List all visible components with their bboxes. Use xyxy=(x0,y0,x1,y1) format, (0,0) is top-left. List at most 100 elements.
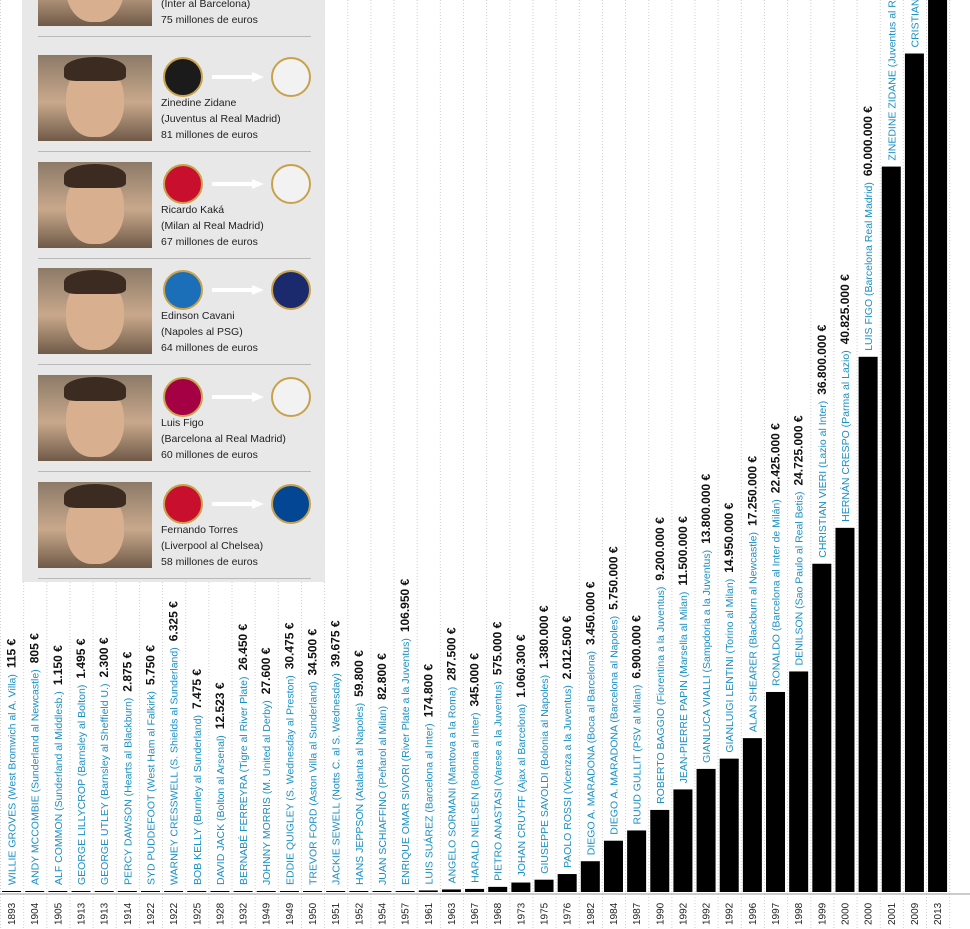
bar xyxy=(48,891,68,892)
fee-value-label: 6.900.000 € xyxy=(630,615,644,679)
year-label: 2013 xyxy=(933,902,944,925)
fee-value-label: 12.523 € xyxy=(213,682,227,729)
transfer-route: (Liverpool al Chelsea) xyxy=(161,540,264,552)
fee-value-label: 575.000 € xyxy=(491,621,505,675)
fee-value-label: 36.800.000 € xyxy=(815,324,829,394)
fee-value-label: 39.675 € xyxy=(329,620,343,667)
bar-label: ALF COMMON (Sunderland al Middlesb.) 1.15… xyxy=(51,645,65,885)
fee-value-label: 5.750.000 € xyxy=(606,546,620,610)
destination-club-crest-icon xyxy=(271,57,311,97)
year-label: 1950 xyxy=(308,902,319,925)
transfer-route: (Inter al Barcelona) xyxy=(161,0,251,10)
bar xyxy=(94,891,114,892)
fee-value-label: 7.475 € xyxy=(190,669,204,709)
player-transfer-label: ALF COMMON (Sunderland al Middlesb.) xyxy=(53,691,65,885)
player-transfer-label: HERNÁN CRESPO (Parma al Lazio) xyxy=(839,350,852,522)
fee-value-label: 27.600 € xyxy=(259,647,273,694)
player-transfer-label: JOHNNY MORRIS (M. United al Derby) xyxy=(261,700,273,885)
player-transfer-label: PAOLO ROSSI (Vicenza a la Juventus) xyxy=(562,685,574,868)
origin-club-crest-icon xyxy=(163,270,203,310)
bar-label: WILLIE GROVES (West Bromwich al A. Villa… xyxy=(5,638,19,885)
player-transfer-label: GEORGE UTLEY (Barnsley al Sheffield U.) xyxy=(99,683,111,885)
year-label: 1997 xyxy=(771,902,782,925)
year-label: 1990 xyxy=(655,902,666,925)
fee-value-label: 5.750 € xyxy=(143,645,157,685)
bar-label: GEORGE UTLEY (Barnsley al Sheffield U.) 2… xyxy=(97,637,111,885)
year-label: 1951 xyxy=(331,902,342,925)
fee-value-label: 1.150 € xyxy=(51,645,65,685)
year-label: 1963 xyxy=(447,902,458,925)
player-name: Ricardo Kaká xyxy=(161,204,225,216)
fee-value-label: 34.500 € xyxy=(306,628,320,675)
origin-club-crest-icon xyxy=(163,484,203,524)
player-transfer-label: ALAN SHEARER (Blackburn al Newcastle) xyxy=(747,532,759,732)
player-transfer-label: LUIS FIGO (Barcelona Real Madrid) xyxy=(863,182,875,351)
player-name: Fernando Torres xyxy=(161,524,238,536)
bar xyxy=(928,0,948,893)
destination-club-crest-icon xyxy=(271,270,311,310)
fee-value-label: 30.475 € xyxy=(282,622,296,669)
year-label: 1961 xyxy=(424,902,435,925)
bar xyxy=(326,891,346,892)
fee-value-label: 2.012.500 € xyxy=(560,615,574,679)
year-label: 1982 xyxy=(586,902,597,925)
origin-club-crest-icon xyxy=(163,57,203,97)
fee-value-label: 1.380.000 € xyxy=(537,605,551,669)
player-transfer-label: RUUD GULLIT (PSV al Milan) xyxy=(632,685,644,825)
bar xyxy=(580,861,600,892)
bar xyxy=(465,888,485,892)
bar-label: GIANLUCA VIALLI (Sampdoria a la Juventus… xyxy=(699,473,713,762)
bar xyxy=(256,891,276,892)
player-transfer-label: WILLIE GROVES (West Bromwich al A. Villa… xyxy=(7,674,19,885)
year-label: 1922 xyxy=(169,902,180,925)
bar xyxy=(812,563,832,892)
bar-label: RUUD GULLIT (PSV al Milan) 6.900.000 € xyxy=(630,615,644,825)
fee-value-label: 40.825.000 € xyxy=(838,274,852,344)
bar-label: DIEGO A. MARADONA (Barcelona al Napoles)… xyxy=(606,546,620,835)
transfer-card: Fernando Torres (Liverpool al Chelsea) 58 … xyxy=(22,472,325,579)
player-photo xyxy=(38,268,152,354)
card-divider xyxy=(38,151,311,152)
destination-club-crest-icon xyxy=(271,377,311,417)
player-name: Zinedine Zidane xyxy=(161,97,237,109)
transfer-route: (Juventus al Real Madrid) xyxy=(161,113,281,125)
card-divider xyxy=(38,578,311,579)
year-label: 1967 xyxy=(470,902,481,925)
bar-label: DAVID JACK (Bolton al Arsenal) 12.523 € xyxy=(213,682,227,885)
fee-value-label: 22.425.000 € xyxy=(769,423,783,493)
year-label: 1996 xyxy=(748,902,759,925)
player-transfer-label: HANS JEPPSON (Atalanta al Napoles) xyxy=(354,703,366,885)
year-label: 1932 xyxy=(239,902,250,925)
bar-label: GEORGE LILLYCROP (Barnsley al Bolton) 1.4… xyxy=(74,638,88,885)
player-transfer-label: DENILSON (Sao Paulo al Real Betis) xyxy=(794,492,806,666)
bar-label: DENILSON (Sao Paulo al Real Betis) 24.725… xyxy=(792,415,806,665)
year-label: 1904 xyxy=(30,902,41,925)
transfer-card: Zinedine Zidane (Juventus al Real Madrid)… xyxy=(22,45,325,152)
player-transfer-label: PIETRO ANASTASI (Varese a la Juventus) xyxy=(493,681,505,881)
year-label: 1913 xyxy=(77,902,88,925)
player-transfer-label: GIANLUIGI LENTINI (Torino al Milan) xyxy=(724,579,736,753)
bar xyxy=(210,891,230,892)
year-label: 1954 xyxy=(377,902,388,925)
fee-value-label: 24.725.000 € xyxy=(792,415,806,485)
year-label: 1952 xyxy=(354,902,365,925)
bar-label: JUAN SCHIAFFINO (Peñarol al Milan) 82.800… xyxy=(375,653,389,885)
bar-label: SYD PUDDEFOOT (West Ham al Falkirk) 5.750… xyxy=(143,645,157,885)
transfer-fee: 64 millones de euros xyxy=(161,342,258,354)
bar xyxy=(372,891,392,892)
year-label: 1957 xyxy=(401,902,412,925)
year-label: 1913 xyxy=(100,902,111,925)
bar-label: HANS JEPPSON (Atalanta al Napoles) 59.800… xyxy=(352,650,366,885)
bar-label: ROBERTO BAGGIO (Fiorentina a la Juventus… xyxy=(653,517,667,804)
bar xyxy=(233,891,253,892)
bar xyxy=(279,891,299,892)
player-photo xyxy=(38,162,152,248)
card-divider xyxy=(38,364,311,365)
player-transfer-label: GEORGE LILLYCROP (Barnsley al Bolton) xyxy=(76,685,88,885)
year-label: 1893 xyxy=(7,902,18,925)
bar-label: GIUSEPPE SAVOLDI (Bolonia al Napoles) 1.3… xyxy=(537,605,551,874)
year-label: 1925 xyxy=(192,902,203,925)
bar xyxy=(71,891,91,892)
transfer-card: (Inter al Barcelona) 75 millones de euros xyxy=(22,0,325,37)
year-label: 1922 xyxy=(146,902,157,925)
